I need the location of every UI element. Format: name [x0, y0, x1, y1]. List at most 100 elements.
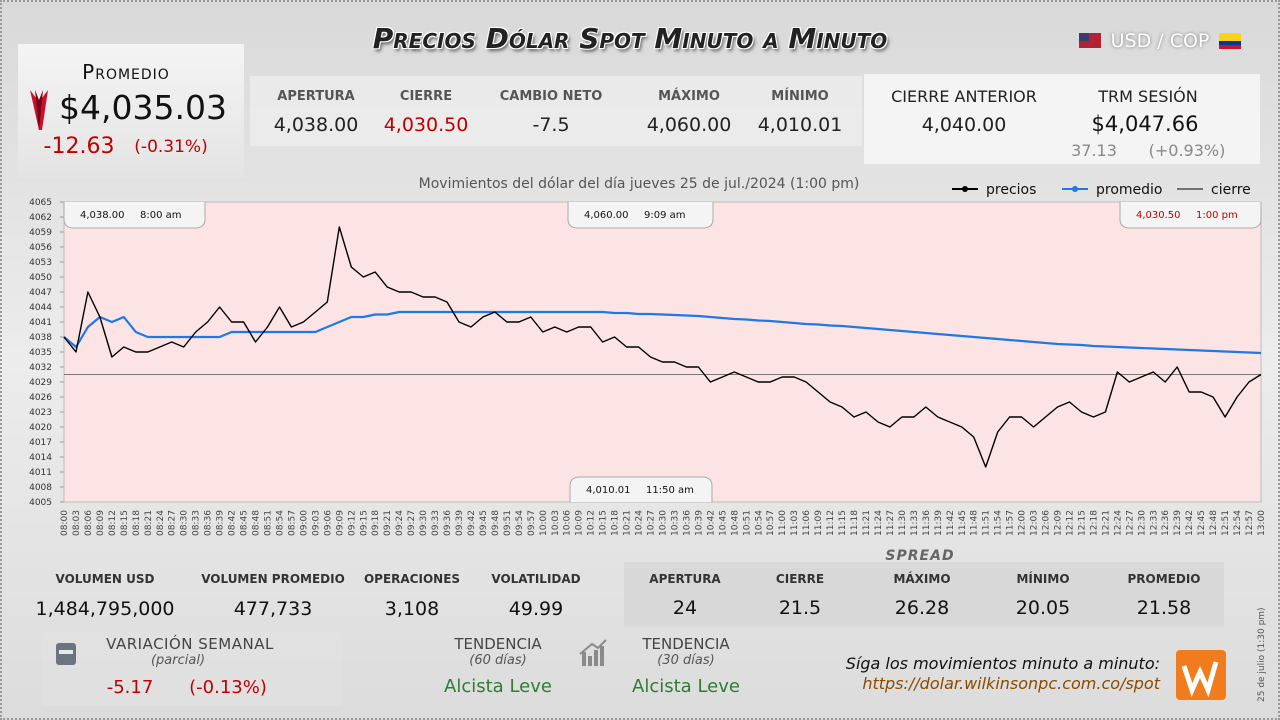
stat-value: -7.5: [532, 114, 570, 136]
volume-label: VOLATILIDAD: [491, 572, 581, 586]
x-tick-label: 12:54: [1233, 510, 1243, 536]
x-tick-label: 08:54: [275, 510, 285, 536]
x-tick-label: 08:15: [120, 510, 130, 536]
stat-label: MÍNIMO: [771, 89, 829, 104]
weekly-change-pct: (-0.13%): [189, 677, 267, 698]
x-tick-label: 12:51: [1221, 510, 1231, 536]
x-tick-label: 09:42: [467, 510, 477, 536]
x-tick-label: 09:51: [503, 510, 513, 536]
x-tick-label: 12:42: [1185, 510, 1195, 536]
x-tick-label: 11:15: [838, 510, 848, 536]
stat-value: 4,060.00: [646, 114, 732, 136]
x-tick-label: 11:30: [898, 510, 908, 536]
weekly-note: (parcial): [150, 653, 206, 668]
page-title: Precios Dólar Spot Minuto a Minuto: [372, 22, 888, 55]
x-tick-label: 08:48: [252, 510, 262, 536]
trm-change: 37.13: [1071, 141, 1117, 160]
x-tick-label: 12:36: [1161, 510, 1171, 536]
x-tick-label: 10:39: [694, 510, 704, 536]
x-tick-label: 09:39: [455, 510, 465, 536]
trm-change-pct: (+0.93%): [1148, 141, 1226, 160]
x-tick-label: 10:06: [563, 510, 573, 536]
x-tick-label: 10:21: [623, 510, 633, 536]
y-tick-label: 4029: [29, 378, 52, 388]
x-tick-label: 09:36: [443, 510, 453, 536]
y-tick-label: 4059: [29, 228, 52, 238]
spread-label: APERTURA: [649, 572, 721, 586]
x-tick-label: 09:30: [419, 510, 429, 536]
x-tick-label: 10:33: [670, 510, 680, 536]
x-tick-label: 11:48: [970, 510, 980, 536]
x-tick-label: 10:15: [599, 510, 609, 536]
stat-value: 4,030.50: [383, 114, 469, 136]
flag-us-canton: [1079, 33, 1089, 41]
footer-url: https://dolar.wilkinsonpc.com.co/spot: [862, 674, 1160, 693]
x-tick-label: 08:27: [168, 510, 178, 536]
x-tick-label: 09:18: [371, 510, 381, 536]
y-tick-label: 4017: [29, 438, 52, 448]
x-tick-label: 12:12: [1065, 510, 1075, 536]
trm-label: TRM SESIÓN: [1098, 87, 1198, 106]
x-tick-label: 12:30: [1137, 510, 1147, 536]
volume-value: 49.99: [508, 598, 564, 620]
x-tick-label: 12:48: [1209, 510, 1219, 536]
x-tick-label: 12:45: [1197, 510, 1207, 536]
x-tick-label: 09:03: [311, 510, 321, 536]
x-tick-label: 11:36: [922, 510, 932, 536]
legend-dot: [1072, 186, 1078, 192]
x-tick-label: 09:09: [335, 510, 345, 536]
weekly-panel: [42, 632, 342, 706]
legend-label: precios: [986, 182, 1036, 198]
x-tick-label: 08:24: [156, 510, 166, 536]
plot-area: [64, 202, 1261, 502]
x-tick-label: 10:51: [742, 510, 752, 536]
y-tick-label: 4035: [29, 348, 52, 358]
promedio-value: $4,035.03: [59, 88, 227, 127]
y-tick-label: 4050: [29, 273, 52, 283]
x-tick-label: 08:18: [132, 510, 142, 536]
trend-value: Alcista Leve: [632, 676, 740, 697]
x-tick-label: 09:27: [407, 510, 417, 536]
y-tick-label: 4053: [29, 258, 52, 268]
x-tick-label: 11:12: [826, 510, 836, 536]
stat-label: APERTURA: [277, 89, 355, 104]
x-tick-label: 12:09: [1054, 510, 1064, 536]
annotation-box: [1119, 202, 1262, 229]
x-tick-label: 12:57: [1245, 510, 1255, 536]
volume-label: OPERACIONES: [363, 572, 461, 586]
x-tick-label: 11:24: [874, 510, 884, 536]
annotation-value: 4,010.01: [586, 485, 631, 496]
legend-label: cierre: [1211, 182, 1251, 198]
x-tick-label: 09:00: [299, 510, 309, 536]
y-tick-label: 4062: [29, 213, 52, 223]
x-tick-label: 09:12: [347, 510, 357, 536]
spread-label: CIERRE: [775, 572, 825, 586]
x-tick-label: 11:27: [886, 510, 896, 536]
annotation-box: [569, 476, 713, 502]
y-tick-label: 4038: [29, 333, 52, 343]
x-tick-label: 13:00: [1257, 510, 1267, 536]
trm-value: $4,047.66: [1091, 112, 1199, 136]
x-tick-label: 08:45: [240, 510, 250, 536]
x-tick-label: 09:24: [395, 510, 405, 536]
x-tick-label: 10:42: [706, 510, 716, 536]
x-tick-label: 08:51: [263, 510, 273, 536]
annotation-value: 4,030.50: [1136, 210, 1181, 221]
trend-value: Alcista Leve: [444, 676, 552, 697]
spread-value: 20.05: [1015, 597, 1071, 619]
x-tick-label: 09:06: [323, 510, 333, 536]
x-tick-label: 08:36: [204, 510, 214, 536]
y-tick-label: 4047: [29, 288, 52, 298]
flag-co-red: [1219, 45, 1241, 49]
x-tick-label: 11:06: [802, 510, 812, 536]
y-tick-label: 4041: [29, 318, 52, 328]
annotation-time: 9:09 am: [644, 210, 686, 221]
annotation-value: 4,060.00: [584, 210, 629, 221]
x-tick-label: 11:03: [790, 510, 800, 536]
x-tick-label: 10:30: [659, 510, 669, 536]
annotation-time: 1:00 pm: [1196, 210, 1238, 221]
y-tick-label: 4023: [29, 408, 52, 418]
x-tick-label: 08:42: [228, 510, 238, 536]
footer-prompt: Síga los movimientos minuto a minuto:: [845, 654, 1160, 673]
